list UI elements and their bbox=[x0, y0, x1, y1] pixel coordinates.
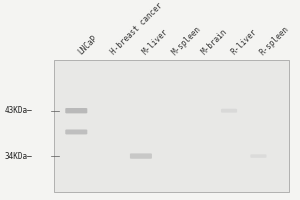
Text: 34KDa—: 34KDa— bbox=[4, 152, 32, 161]
Text: H-breast cancer: H-breast cancer bbox=[109, 1, 164, 57]
FancyBboxPatch shape bbox=[54, 60, 289, 192]
Text: M-brain: M-brain bbox=[200, 28, 229, 57]
Text: 43KDa—: 43KDa— bbox=[4, 106, 32, 115]
Text: M-spleen: M-spleen bbox=[170, 24, 203, 57]
Text: LNCaP: LNCaP bbox=[76, 34, 99, 57]
Text: M-liver: M-liver bbox=[141, 28, 170, 57]
Text: R-spleen: R-spleen bbox=[258, 24, 291, 57]
FancyBboxPatch shape bbox=[250, 154, 266, 158]
FancyBboxPatch shape bbox=[221, 109, 237, 113]
FancyBboxPatch shape bbox=[65, 129, 87, 134]
FancyBboxPatch shape bbox=[130, 153, 152, 159]
Text: R-liver: R-liver bbox=[229, 28, 258, 57]
FancyBboxPatch shape bbox=[65, 108, 87, 113]
